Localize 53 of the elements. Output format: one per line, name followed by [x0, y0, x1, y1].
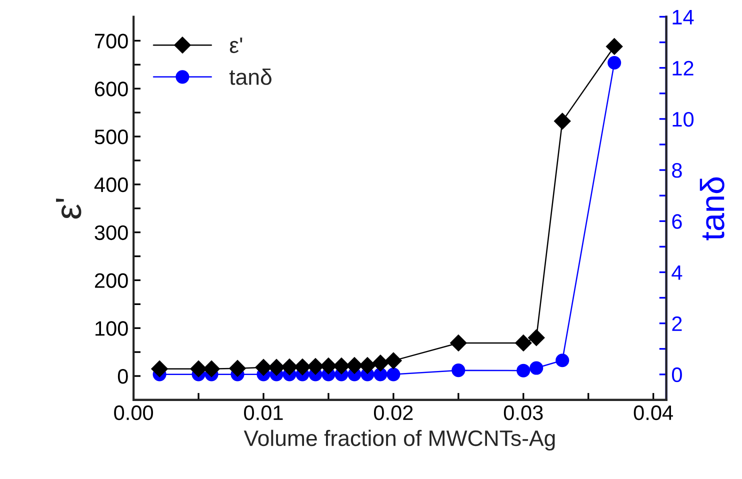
y2-tick-label: 2: [672, 316, 682, 331]
point: [359, 357, 376, 374]
y-tick-label: 400: [94, 177, 128, 192]
y2-tick-label: 12: [672, 60, 694, 76]
x-tick-label: 0.00: [114, 405, 154, 420]
point: [386, 368, 400, 382]
y-tick-label: 100: [96, 321, 128, 336]
y2-tick-label: 14: [672, 10, 694, 24]
point: [606, 38, 623, 55]
x-tick-label: 0.03: [504, 405, 543, 420]
y-tick-label: 200: [94, 273, 128, 288]
point: [516, 364, 530, 378]
point: [530, 361, 544, 375]
point: [452, 364, 466, 378]
y2-tick-label: 8: [672, 163, 682, 178]
y-tick-label: 500: [94, 130, 128, 144]
y2-axis-title: tanδ: [700, 177, 724, 240]
point: [450, 334, 467, 352]
point: [528, 329, 545, 346]
x-tick-label: 0.02: [374, 405, 413, 420]
point: [229, 360, 246, 377]
y-tick-label: 600: [95, 82, 128, 96]
y2-tick-label: 6: [672, 214, 682, 229]
point: [190, 360, 207, 378]
point: [255, 359, 272, 376]
y2-tick-label: 4: [672, 265, 682, 280]
y2-tick-label: 0: [672, 367, 682, 382]
y-axis-title: ε': [56, 198, 82, 219]
point: [385, 352, 402, 370]
y-tick-label: 0: [118, 369, 128, 384]
point: [372, 354, 389, 372]
point: [320, 358, 337, 374]
point: [556, 354, 570, 368]
point: [268, 359, 285, 376]
point: [554, 112, 571, 130]
legend-label: tanδ: [229, 68, 272, 85]
point: [515, 334, 532, 352]
x-axis-title: Volume fraction of MWCNTs-Ag: [244, 430, 555, 451]
point: [346, 357, 363, 374]
point: [203, 360, 220, 378]
y2-tick-label: 10: [672, 112, 694, 127]
y-tick-label: 700: [95, 34, 128, 48]
legend-label: ε': [230, 38, 242, 54]
x-tick-label: 0.01: [244, 405, 283, 420]
point: [307, 358, 324, 375]
x-tick-label: 0.04: [634, 405, 673, 420]
y-tick-label: 300: [94, 225, 128, 240]
point: [151, 360, 168, 378]
point: [333, 358, 350, 374]
point: [608, 56, 622, 70]
point: [281, 358, 298, 376]
point: [294, 358, 311, 376]
point: [374, 368, 388, 382]
